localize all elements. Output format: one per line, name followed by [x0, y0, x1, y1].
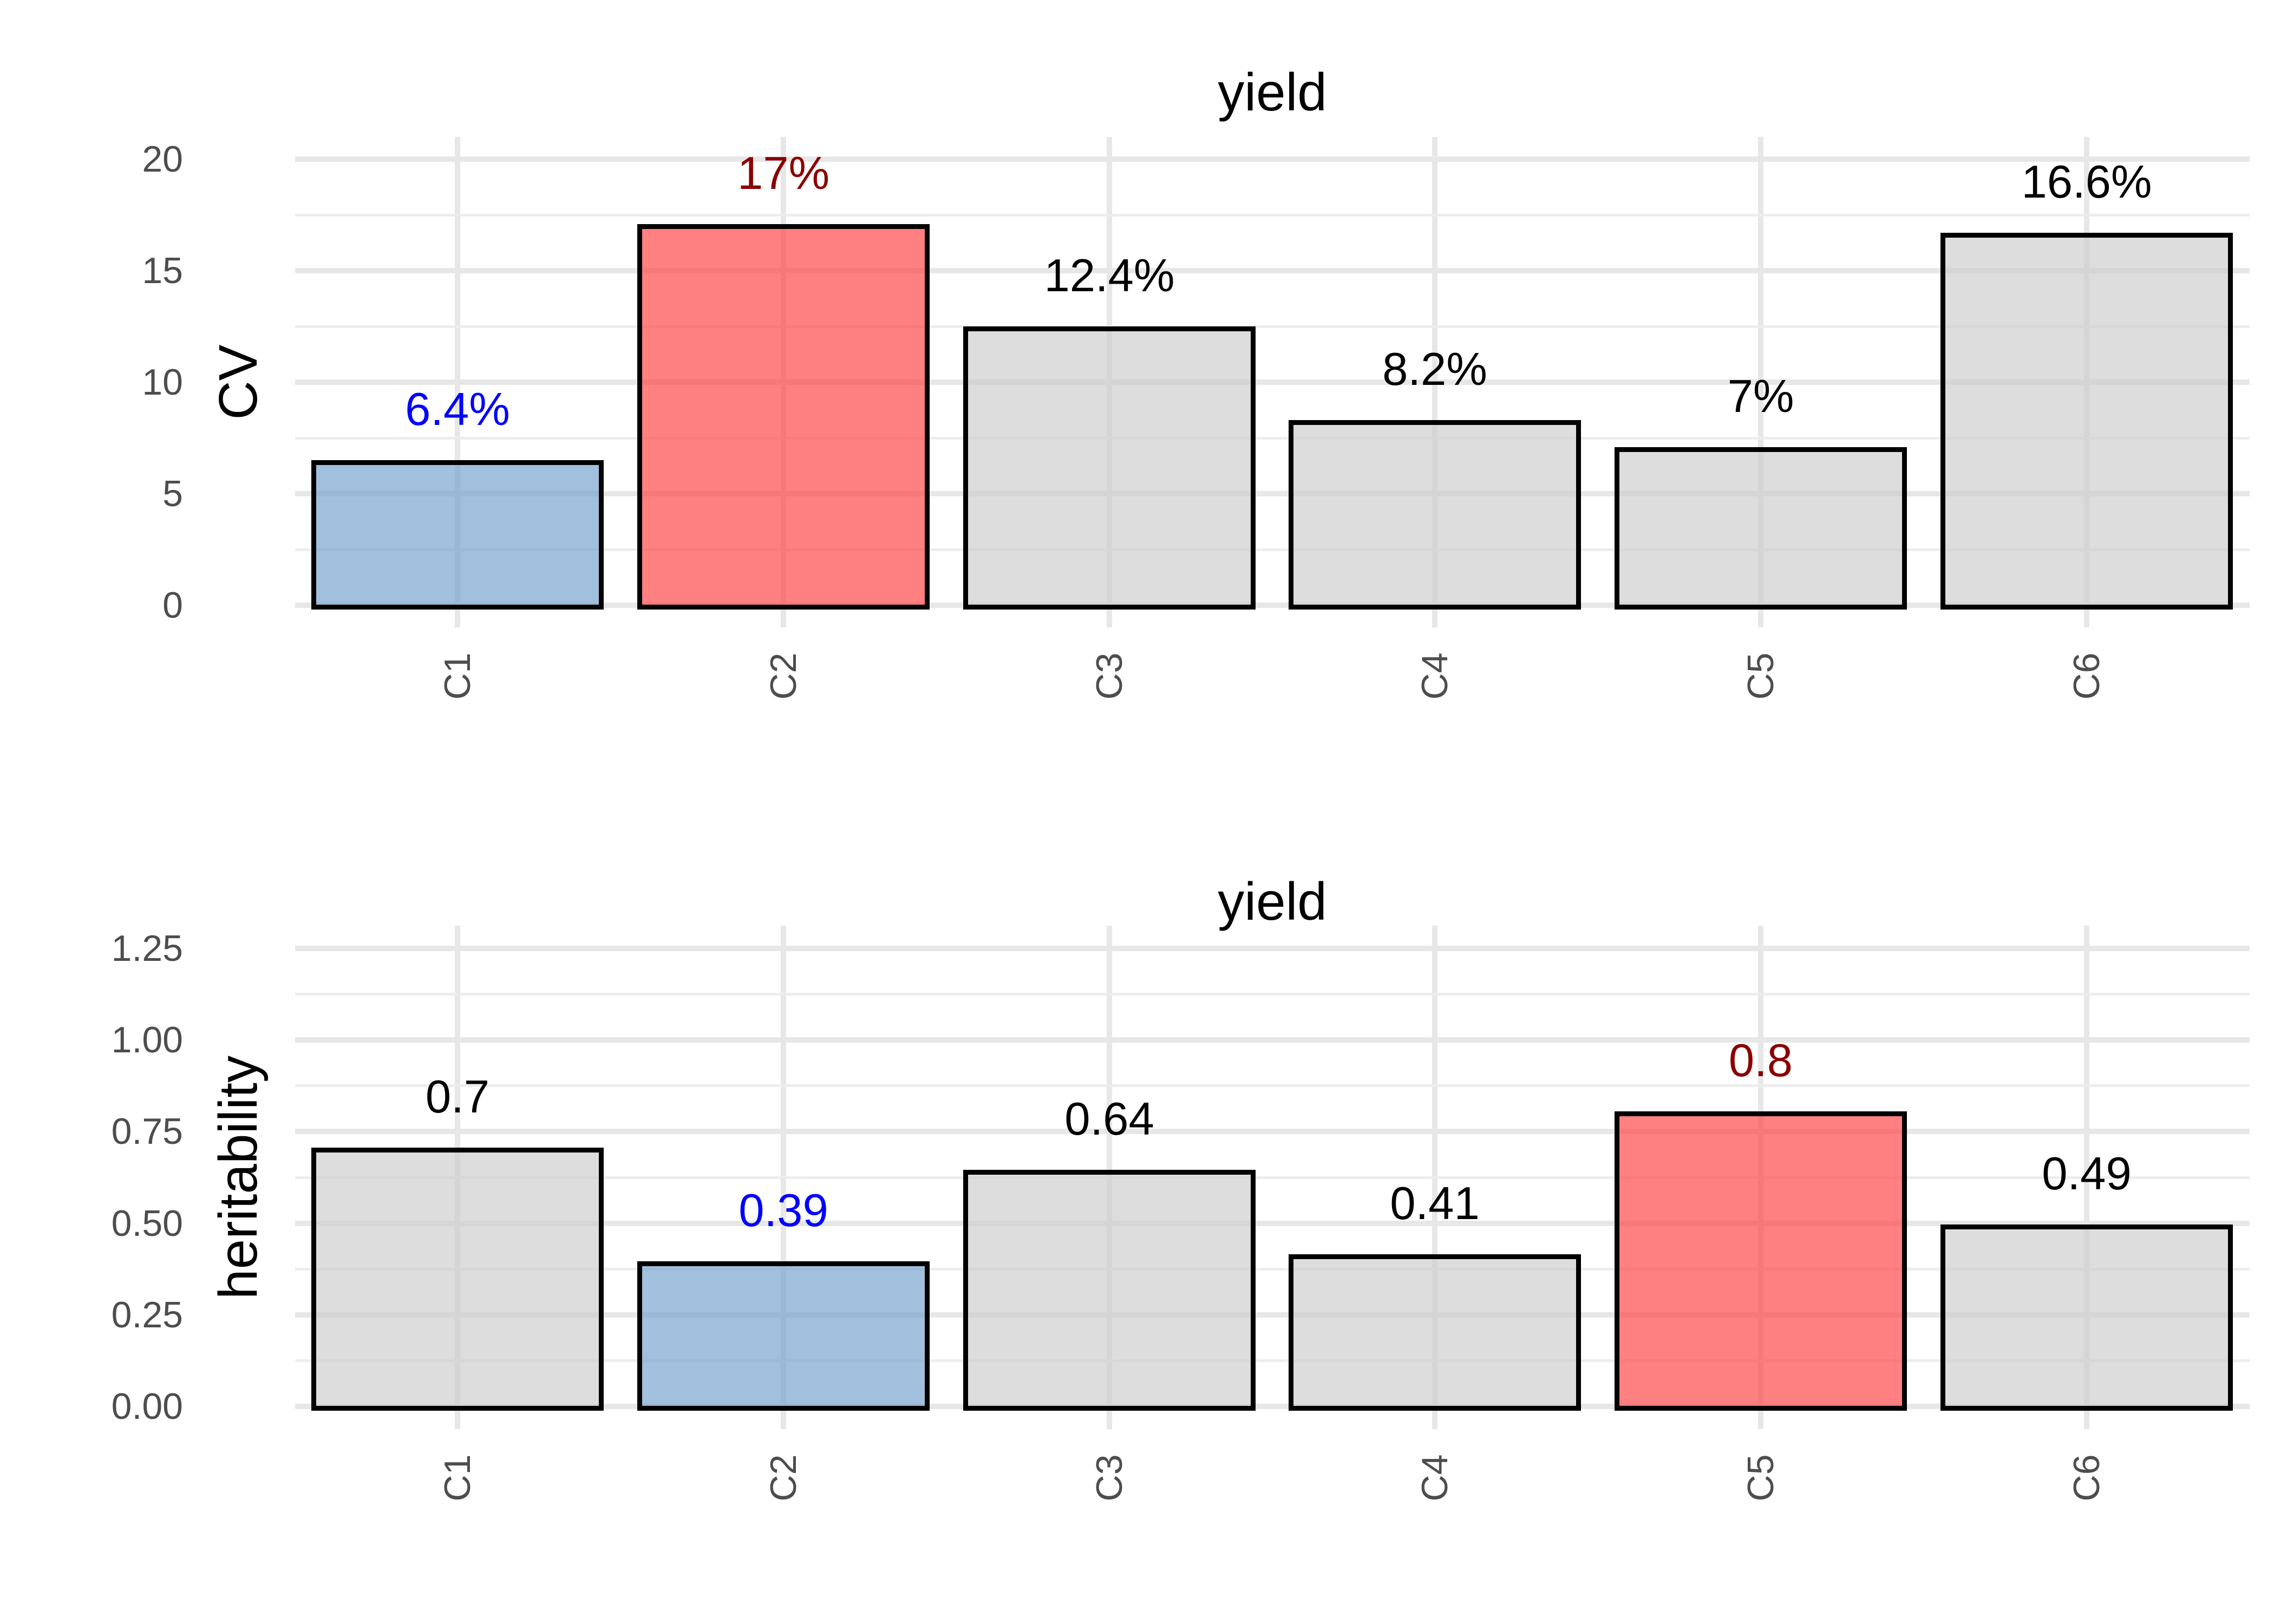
gridline-major-h — [295, 268, 2250, 273]
chart-heritability-y-axis-title: heritability — [208, 1055, 269, 1300]
x-tick-label: C6 — [2066, 652, 2107, 700]
x-tick-label: C2 — [763, 1454, 804, 1502]
bar — [637, 224, 930, 610]
bar — [963, 326, 1256, 610]
gridline-major-h — [295, 1037, 2250, 1043]
gridline-minor-h — [295, 1359, 2250, 1362]
bar — [1289, 1254, 1581, 1411]
gridline-minor-h — [295, 436, 2250, 440]
gridline-major-h — [295, 946, 2250, 951]
bar — [1940, 233, 2233, 610]
chart-cv-title: yield — [1218, 62, 1327, 122]
bar — [311, 1148, 604, 1411]
x-tick-label: C1 — [437, 652, 478, 700]
bar-value-label: 12.4% — [1044, 250, 1175, 302]
x-tick-label: C1 — [437, 1454, 478, 1502]
gridline-major-h — [295, 491, 2250, 496]
gridline-minor-h — [295, 548, 2250, 551]
chart-cv-y-axis-title: CV — [208, 344, 269, 420]
x-tick-label: C5 — [1740, 1454, 1781, 1502]
gridline-major-h — [295, 379, 2250, 385]
gridline-minor-h — [295, 993, 2250, 996]
x-tick-label: C4 — [1414, 652, 1455, 700]
gridline-minor-h — [295, 213, 2250, 217]
x-tick-label: C3 — [1089, 652, 1130, 700]
gridline-major-h — [295, 603, 2250, 608]
y-tick-label: 0.75 — [111, 1111, 183, 1152]
x-tick-label: C4 — [1414, 1454, 1455, 1502]
x-tick-label: C6 — [2066, 1454, 2107, 1502]
bar-value-label: 0.7 — [425, 1071, 490, 1123]
chart-heritability-title: yield — [1218, 872, 1327, 931]
bar-value-label: 16.6% — [2021, 156, 2152, 208]
y-tick-label: 0.25 — [111, 1294, 183, 1335]
y-tick-label: 10 — [142, 362, 183, 403]
y-tick-label: 15 — [142, 250, 183, 291]
bar-value-label: 17% — [737, 147, 830, 199]
bar — [637, 1261, 930, 1411]
gridline-minor-h — [295, 1176, 2250, 1179]
gridline-major-h — [295, 1404, 2250, 1409]
bar-value-label: 6.4% — [405, 384, 510, 436]
y-tick-label: 5 — [162, 473, 183, 514]
gridline-minor-h — [295, 1084, 2250, 1088]
bar-value-label: 7% — [1727, 370, 1794, 422]
gridline-major-h — [295, 1129, 2250, 1135]
bar — [1615, 1111, 1907, 1411]
x-tick-label: C2 — [763, 652, 804, 700]
gridline-minor-h — [295, 325, 2250, 328]
gridline-major-h — [295, 1220, 2250, 1226]
bar — [311, 460, 604, 610]
bar-value-label: 8.2% — [1382, 344, 1487, 396]
bar-value-label: 0.64 — [1064, 1093, 1154, 1145]
gridline-major-h — [295, 1312, 2250, 1318]
bar-value-label: 0.8 — [1728, 1034, 1793, 1086]
bar-value-label: 0.49 — [2042, 1148, 2132, 1200]
gridline-minor-h — [295, 1267, 2250, 1271]
bar — [1940, 1224, 2233, 1411]
gridline-major-h — [295, 156, 2250, 162]
x-tick-label: C3 — [1089, 1454, 1130, 1502]
y-tick-label: 0 — [162, 585, 183, 626]
y-tick-label: 1.25 — [111, 928, 183, 969]
x-tick-label: C5 — [1740, 652, 1781, 700]
y-tick-label: 0.50 — [111, 1202, 183, 1244]
bar-value-label: 0.41 — [1390, 1177, 1480, 1229]
bar-value-label: 0.39 — [739, 1185, 828, 1237]
y-tick-label: 0.00 — [111, 1386, 183, 1427]
y-tick-label: 20 — [142, 139, 183, 180]
y-tick-label: 1.00 — [111, 1019, 183, 1061]
bar — [1289, 420, 1581, 610]
bar — [1615, 447, 1907, 610]
bar — [963, 1169, 1256, 1411]
